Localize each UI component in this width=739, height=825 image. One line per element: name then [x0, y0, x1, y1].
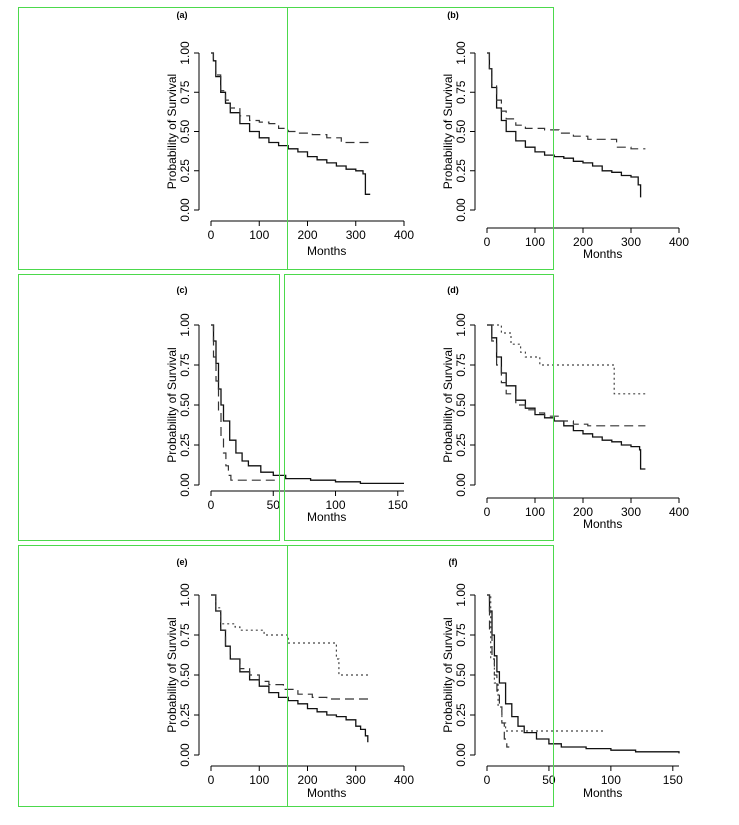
y-tick-label: 0.25 [454, 703, 468, 727]
panel-d: (d) 0.00 0.25 0.50 0.75 1.00 Probability of Su… [441, 285, 689, 531]
x-tick-label: 200 [297, 773, 317, 787]
series-solid-line [211, 324, 404, 485]
panel-f: (f) 0.00 0.25 0.50 0.75 1.00 Probability of Su… [441, 557, 683, 800]
y-tick-label: 0.00 [454, 198, 468, 222]
x-tick-label: 400 [394, 228, 414, 242]
panel-e: (e) 0.00 0.25 0.50 0.75 1.00 Probability of Su… [165, 557, 414, 800]
series-dashed-line [487, 52, 646, 150]
y-tick-label: 0.25 [178, 433, 192, 457]
y-axis-label: Probability of Survival [165, 347, 179, 462]
x-axis-label: Months [583, 786, 622, 800]
x-tick-label: 50 [542, 773, 556, 787]
y-tick-label: 0.75 [454, 353, 468, 377]
y-tick-label: 0.75 [178, 623, 192, 647]
y-tick-label: 0.25 [454, 159, 468, 183]
series-dashed-line [487, 324, 646, 427]
panel-label: (d) [447, 285, 459, 295]
y-tick-label: 1.00 [454, 313, 468, 337]
y-tick-label: 1.00 [454, 583, 468, 607]
panel-b: (b) 0.00 0.25 0.50 0.75 1.00 Probability of Su… [441, 10, 689, 261]
panel-label: (f) [449, 557, 458, 567]
y-tick-label: 1.00 [178, 41, 192, 65]
panel-label: (e) [177, 557, 188, 567]
y-tick-label: 0.00 [178, 473, 192, 497]
y-axis-label: Probability of Survival [441, 74, 455, 189]
y-tick-label: 0.00 [454, 743, 468, 767]
y-tick-label: 0.50 [178, 663, 192, 687]
series-dotted-line [487, 594, 605, 732]
x-tick-label: 100 [249, 228, 269, 242]
y-tick-label: 0.75 [454, 623, 468, 647]
series-dotted-line [487, 324, 646, 395]
x-tick-label: 100 [326, 498, 346, 512]
series-dashed-line [211, 52, 371, 144]
series-solid-line [487, 52, 642, 198]
x-tick-label: 400 [669, 235, 689, 249]
y-tick-label: 0.25 [454, 433, 468, 457]
y-tick-label: 0.00 [454, 473, 468, 497]
x-tick-label: 150 [663, 773, 683, 787]
x-tick-label: 400 [669, 505, 689, 519]
x-tick-label: 400 [394, 773, 414, 787]
y-tick-label: 1.00 [178, 583, 192, 607]
x-tick-label: 300 [621, 505, 641, 519]
series-solid-line [487, 594, 680, 754]
x-tick-label: 150 [388, 498, 408, 512]
y-tick-label: 0.00 [178, 198, 192, 222]
series-dashed-line [487, 594, 510, 748]
y-tick-label: 0.00 [178, 743, 192, 767]
x-tick-label: 100 [525, 505, 545, 519]
series-solid-line [211, 52, 371, 195]
y-axis-label: Probability of Survival [165, 617, 179, 732]
y-tick-label: 0.50 [454, 119, 468, 143]
x-tick-label: 200 [573, 235, 593, 249]
y-tick-label: 0.75 [178, 353, 192, 377]
y-tick-label: 1.00 [454, 41, 468, 65]
series-dashed-line [211, 594, 371, 700]
panel-label: (b) [447, 10, 459, 20]
x-axis-label: Months [307, 510, 346, 524]
x-axis-label: Months [583, 247, 622, 261]
x-tick-label: 0 [208, 498, 215, 512]
panel-label: (c) [177, 285, 188, 295]
x-axis-label: Months [583, 517, 622, 531]
series-solid-line [211, 594, 369, 743]
y-tick-label: 0.75 [454, 80, 468, 104]
y-tick-label: 0.25 [178, 159, 192, 183]
panel-c: (c) 0.00 0.25 0.50 0.75 1.00 Probability of Su… [165, 285, 408, 524]
y-tick-label: 1.00 [178, 313, 192, 337]
y-axis-label: Probability of Survival [441, 347, 455, 462]
x-tick-label: 0 [208, 773, 215, 787]
x-tick-label: 300 [346, 773, 366, 787]
x-tick-label: 0 [484, 773, 491, 787]
x-axis-label: Months [307, 244, 346, 258]
y-tick-label: 0.25 [178, 703, 192, 727]
panel-label: (a) [177, 10, 188, 20]
x-tick-label: 200 [297, 228, 317, 242]
x-tick-label: 100 [601, 773, 621, 787]
x-tick-label: 100 [525, 235, 545, 249]
y-tick-label: 0.50 [178, 393, 192, 417]
x-tick-label: 300 [621, 235, 641, 249]
y-tick-label: 0.75 [178, 80, 192, 104]
x-tick-label: 0 [484, 505, 491, 519]
y-tick-label: 0.50 [454, 663, 468, 687]
x-tick-label: 50 [267, 498, 281, 512]
series-dashed-line [211, 324, 280, 481]
x-tick-label: 100 [249, 773, 269, 787]
series-dotted-line [211, 594, 371, 676]
x-tick-label: 200 [573, 505, 593, 519]
panel-a: (a) 0.00 0.25 0.50 0.75 1.00 Probability of Su… [165, 10, 414, 258]
x-tick-label: 0 [208, 228, 215, 242]
x-tick-label: 300 [346, 228, 366, 242]
y-tick-label: 0.50 [178, 119, 192, 143]
x-axis-label: Months [307, 786, 346, 800]
y-tick-label: 0.50 [454, 393, 468, 417]
x-tick-label: 0 [484, 235, 491, 249]
y-axis-label: Probability of Survival [165, 74, 179, 189]
y-axis-label: Probability of Survival [441, 617, 455, 732]
series-solid-line [487, 324, 646, 470]
